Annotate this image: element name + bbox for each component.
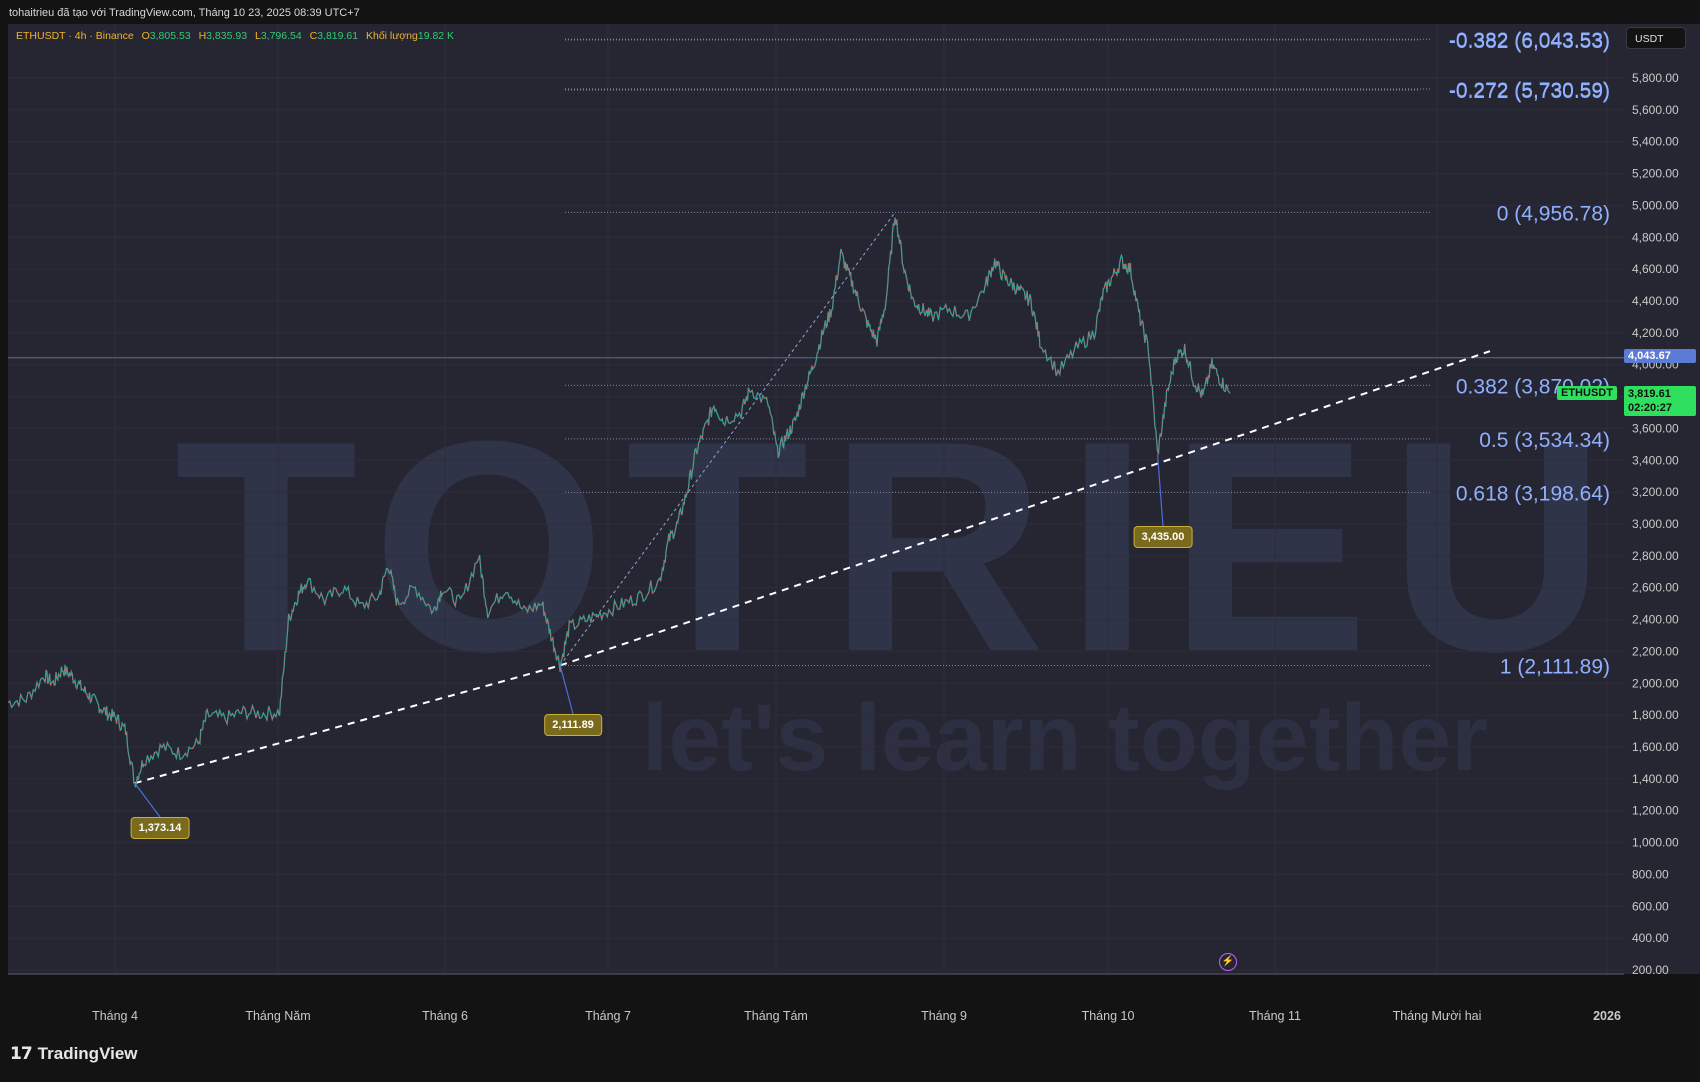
price-tick-label: 2,200.00 [1632, 644, 1679, 658]
price-tick-label: 1,600.00 [1632, 740, 1679, 754]
top-info-bar: tohaitrieu đã tạo với TradingView.com, T… [0, 0, 1700, 24]
time-tick-label: Tháng 7 [585, 1009, 631, 1023]
time-tick-label: Tháng 9 [921, 1009, 967, 1023]
fib-level-label: 0.5 (3,534.34) [1479, 429, 1610, 452]
time-tick-label: Tháng 11 [1249, 1009, 1301, 1023]
watermark-tagline: let's learn together [642, 685, 1488, 791]
price-tick-label: 4,400.00 [1632, 294, 1679, 308]
price-tick-label: 2,000.00 [1632, 676, 1679, 690]
price-tick-label: 200.00 [1632, 963, 1669, 977]
horizontal-line-price-tag: 4,043.67 [1624, 349, 1696, 363]
symbol-name[interactable]: ETHUSDT · 4h · Binance [16, 30, 134, 42]
price-tick-label: 3,000.00 [1632, 517, 1679, 531]
time-tick-label: Tháng Năm [245, 1009, 310, 1023]
fib-level-label: -0.382 (6,043.53) [1449, 29, 1610, 52]
price-tick-label: 5,800.00 [1632, 71, 1679, 85]
price-badge: 1,373.14 [130, 817, 190, 839]
fib-anchor-line [559, 211, 896, 666]
price-tick-label: 1,400.00 [1632, 772, 1679, 786]
open-value: O3,805.53 [141, 30, 191, 42]
tradingview-logo[interactable]: 𝟭𝟳 TradingView [10, 1044, 138, 1064]
created-by-text: tohaitrieu đã tạo với TradingView.com, T… [9, 7, 360, 19]
lightning-icon[interactable]: ⚡ [1219, 953, 1237, 971]
price-tick-label: 4,200.00 [1632, 326, 1679, 340]
price-tick-label: 3,600.00 [1632, 421, 1679, 435]
fib-level-label: 0.618 (3,198.64) [1456, 482, 1610, 505]
price-tick-label: 2,400.00 [1632, 613, 1679, 627]
fib-level-label: 0 (4,956.78) [1497, 202, 1610, 225]
time-tick-label: 2026 [1593, 1009, 1621, 1023]
price-badge: 2,111.89 [544, 714, 602, 736]
price-tick-label: 800.00 [1632, 867, 1669, 881]
badge-connector [134, 782, 161, 818]
last-price-tag: 3,819.61 02:20:27 [1624, 386, 1696, 416]
price-tick-label: 5,400.00 [1632, 135, 1679, 149]
price-tick-label: 1,800.00 [1632, 708, 1679, 722]
time-tick-label: Tháng 4 [92, 1009, 138, 1023]
time-tick-label: Tháng Tám [744, 1009, 808, 1023]
price-tick-label: 5,000.00 [1632, 198, 1679, 212]
footer [0, 1031, 1700, 1082]
last-price-symbol-tag: ETHUSDT [1557, 386, 1617, 400]
price-tick-label: 400.00 [1632, 931, 1669, 945]
fib-level-label: -0.272 (5,730.59) [1449, 80, 1610, 103]
price-series-down-wicks [7, 217, 1231, 788]
price-badge: 3,435.00 [1133, 526, 1193, 548]
price-tick-label: 5,600.00 [1632, 103, 1679, 117]
watermark-text: TOTRIEU [174, 378, 1625, 714]
high-value: H3,835.93 [198, 30, 248, 42]
symbol-legend: ETHUSDT · 4h · Binance O3,805.53 H3,835.… [16, 30, 459, 42]
price-axis[interactable] [1624, 24, 1700, 974]
badge-connector [559, 665, 574, 715]
close-value: C3,819.61 [309, 30, 359, 42]
currency-selector[interactable]: USDT [1626, 27, 1686, 49]
brand-name: TradingView [37, 1044, 138, 1063]
price-tick-label: 2,600.00 [1632, 581, 1679, 595]
chart-area[interactable] [8, 24, 1624, 974]
price-tick-label: 4,800.00 [1632, 230, 1679, 244]
badge-connector [1156, 454, 1164, 527]
volume-value: Khối lượng19.82 K [366, 30, 455, 42]
trend-line [134, 664, 561, 785]
price-tick-label: 1,200.00 [1632, 804, 1679, 818]
price-tick-label: 4,600.00 [1632, 262, 1679, 276]
time-tick-label: Tháng 6 [422, 1009, 468, 1023]
time-axis-divider [8, 974, 1624, 975]
time-tick-label: Tháng Mười hai [1393, 1009, 1482, 1023]
price-tick-label: 3,400.00 [1632, 453, 1679, 467]
price-tick-label: 5,200.00 [1632, 167, 1679, 181]
fib-level-label: -0.272 (5,730.59) [1449, 79, 1610, 102]
price-tick-label: 1,000.00 [1632, 836, 1679, 850]
fib-level-label: 1 (2,111.89) [1500, 655, 1610, 678]
time-tick-label: Tháng 10 [1082, 1009, 1135, 1023]
last-price-countdown: 02:20:27 [1628, 402, 1673, 414]
price-tick-label: 3,200.00 [1632, 485, 1679, 499]
tradingview-mark-icon: 𝟭𝟳 [10, 1044, 33, 1063]
low-value: L3,796.54 [254, 30, 302, 42]
price-tick-label: 2,800.00 [1632, 549, 1679, 563]
fib-level-label: -0.382 (6,043.53) [1449, 30, 1610, 53]
price-tick-label: 600.00 [1632, 899, 1669, 913]
last-price-value: 3,819.61 [1628, 388, 1671, 400]
